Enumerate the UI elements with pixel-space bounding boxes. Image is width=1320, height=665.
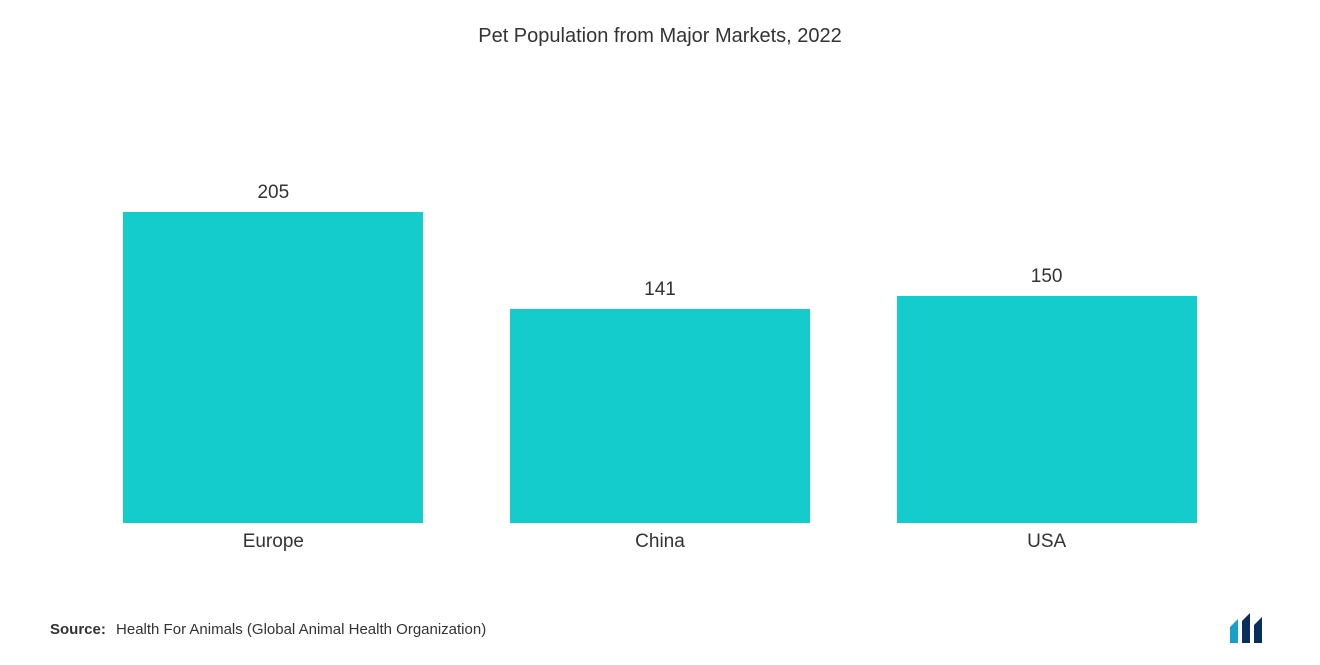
- bar-slot-usa: 150: [897, 266, 1197, 524]
- brand-logo: [1228, 613, 1270, 645]
- source-line: Source: Health For Animals (Global Anima…: [50, 621, 486, 638]
- bar-europe: [123, 212, 423, 523]
- plot-area: 205 141 150: [50, 68, 1270, 523]
- bar-value-europe: 205: [257, 182, 289, 204]
- source-text: Health For Animals (Global Animal Health…: [116, 621, 486, 638]
- bar-usa: [897, 296, 1197, 524]
- bar-slot-china: 141: [510, 279, 810, 523]
- brand-logo-icon: [1228, 613, 1270, 645]
- source-label: Source:: [50, 621, 106, 638]
- category-label-china: China: [510, 531, 810, 553]
- chart-title: Pet Population from Major Markets, 2022: [50, 25, 1270, 48]
- categories-row: Europe China USA: [50, 523, 1270, 553]
- bar-value-usa: 150: [1031, 266, 1063, 288]
- bar-slot-europe: 205: [123, 182, 423, 523]
- chart-container: Pet Population from Major Markets, 2022 …: [0, 0, 1320, 665]
- bar-value-china: 141: [644, 279, 676, 301]
- bars-row: 205 141 150: [50, 68, 1270, 523]
- category-label-europe: Europe: [123, 531, 423, 553]
- footer: Source: Health For Animals (Global Anima…: [50, 613, 1270, 645]
- category-label-usa: USA: [897, 531, 1197, 553]
- bar-china: [510, 309, 810, 523]
